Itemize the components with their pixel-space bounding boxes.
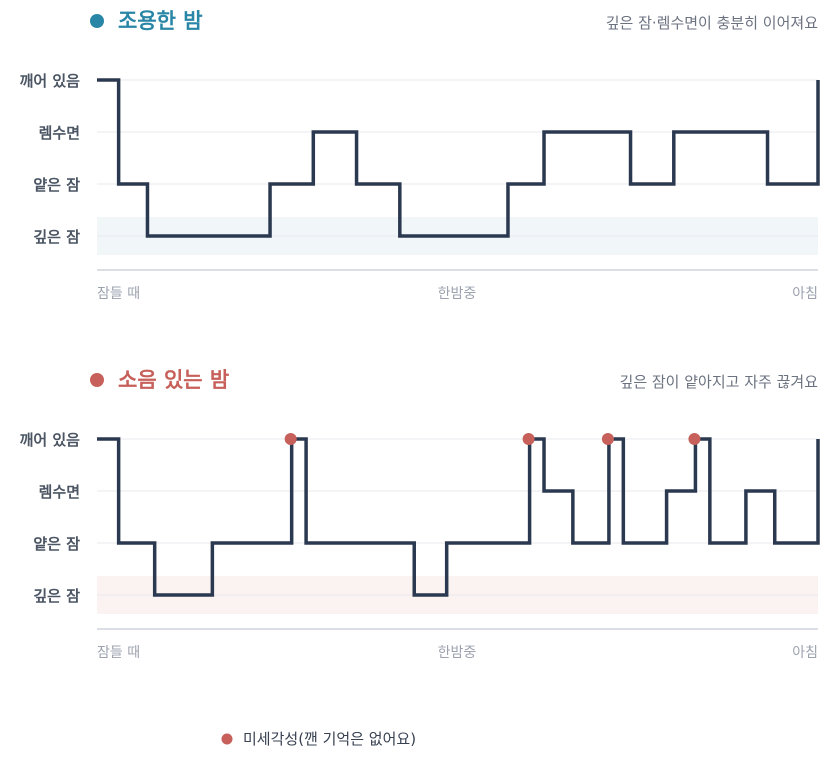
chart1-ylabel-rem: 렘수면 xyxy=(39,124,80,142)
chart2-ylabel-light: 얕은 잠 xyxy=(33,535,80,553)
chart2-arousal-marker-1 xyxy=(522,433,535,445)
chart1-plot xyxy=(97,78,820,271)
chart2-xlabel-start: 잠들 때 xyxy=(97,645,140,661)
chart2-ylabel-deep: 깊은 잠 xyxy=(33,587,80,605)
chart1-xlabel-end: 아침 xyxy=(792,286,818,302)
chart1-title: 조용한 밤 xyxy=(118,9,203,33)
chart2-arousal-marker-3 xyxy=(688,433,701,445)
chart1-xlabel-mid: 한밤중 xyxy=(438,286,477,302)
chart2-ylabel-rem: 렘수면 xyxy=(39,483,80,501)
chart2-xlabel-end: 아침 xyxy=(792,645,818,661)
chart2-plot xyxy=(97,433,820,630)
chart1-ylabel-light: 얕은 잠 xyxy=(33,176,80,194)
chart1-ylabel-deep: 깊은 잠 xyxy=(33,228,80,246)
chart1-title-dot xyxy=(90,14,104,28)
chart2-title-dot xyxy=(90,373,104,387)
legend-arousal-dot xyxy=(221,733,233,745)
chart2-subtitle: 깊은 잠이 얕아지고 자주 끊겨요 xyxy=(620,373,819,391)
chart2-title: 소음 있는 밤 xyxy=(118,368,229,392)
legend-arousal-label: 미세각성(깬 기억은 없어요) xyxy=(243,730,416,748)
chart2-arousal-marker-2 xyxy=(601,433,614,445)
chart2-series-line-0 xyxy=(97,437,820,597)
chart1-xlabel-start: 잠들 때 xyxy=(97,286,140,302)
chart1-series-line-0 xyxy=(97,78,820,238)
chart2-xlabel-mid: 한밤중 xyxy=(438,645,477,661)
chart2-arousal-marker-0 xyxy=(284,433,297,445)
chart1-ylabel-awake: 깨어 있음 xyxy=(20,72,81,90)
chart2-ylabel-awake: 깨어 있음 xyxy=(20,431,81,449)
chart1-subtitle: 깊은 잠·렘수면이 충분히 이어져요 xyxy=(606,14,818,32)
